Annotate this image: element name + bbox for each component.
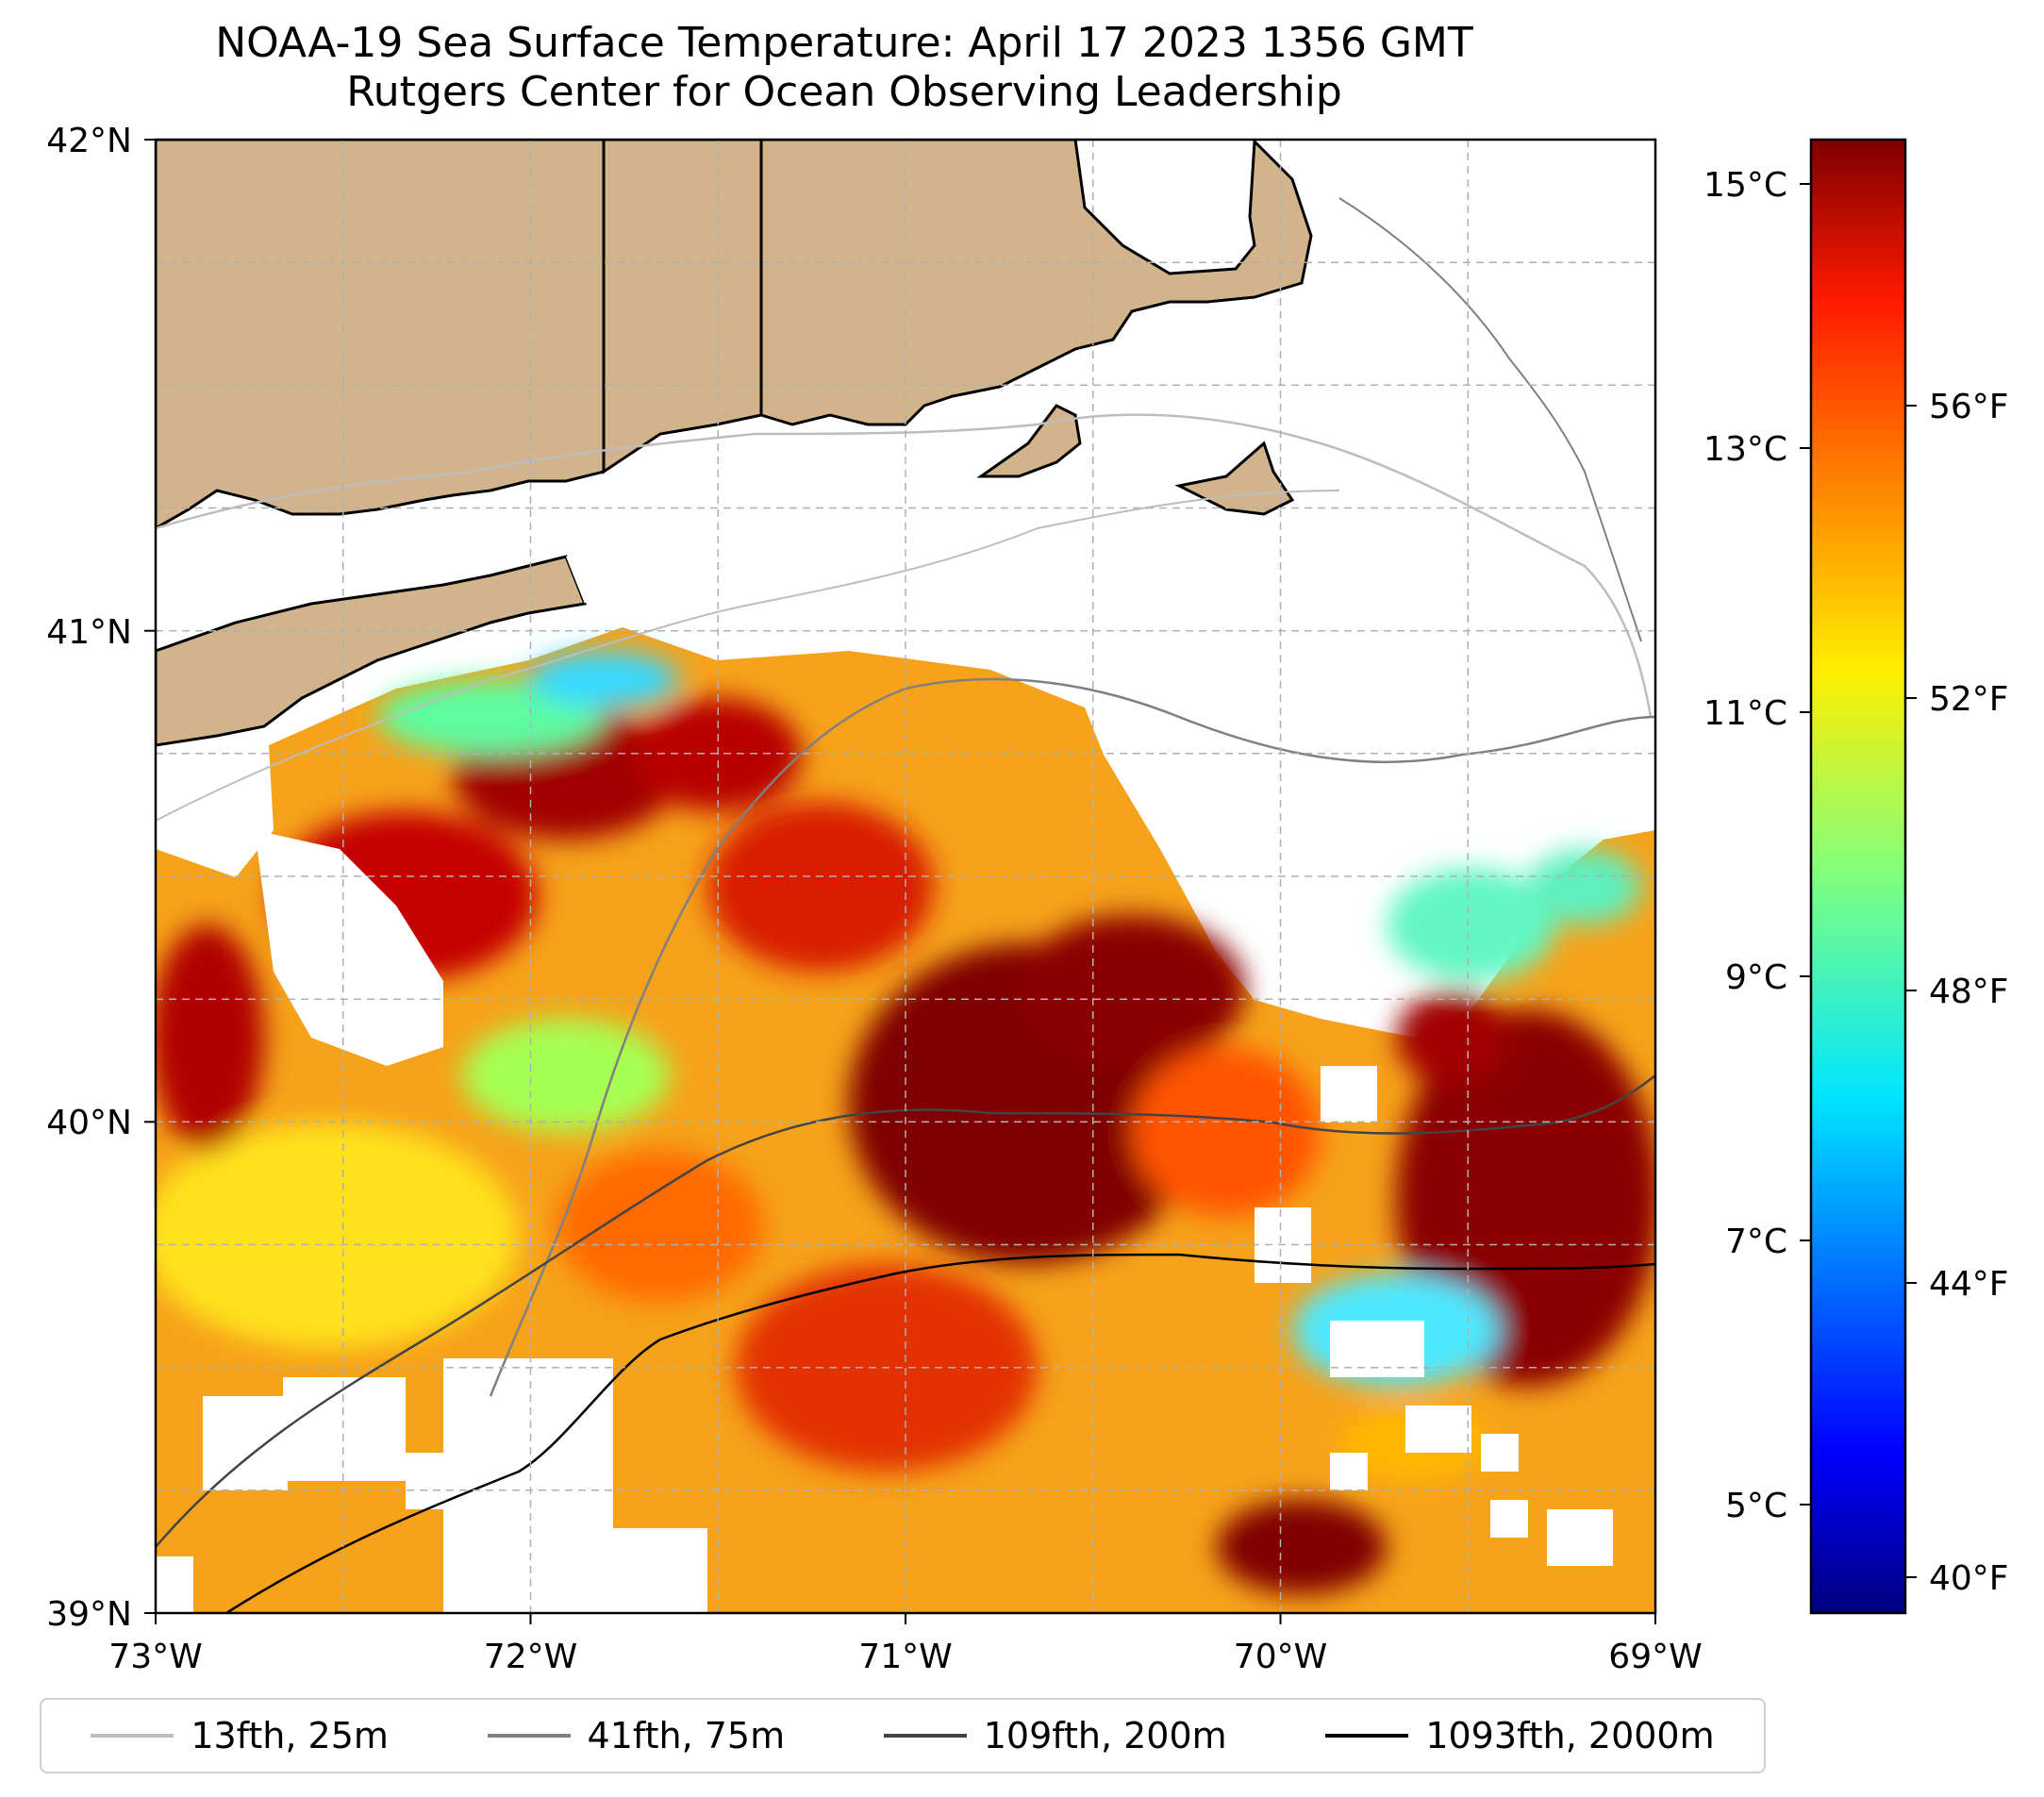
y-tick-label: 42°N	[46, 122, 132, 160]
x-tick-label: 72°W	[484, 1638, 577, 1676]
celsius-tick-label: 13°C	[1703, 430, 1787, 469]
legend-label: 1093fth, 2000m	[1425, 1715, 1715, 1756]
fahrenheit-tick-label: 48°F	[1929, 973, 2009, 1011]
land	[156, 140, 1313, 747]
fahrenheit-tick-label: 44°F	[1929, 1265, 2009, 1304]
axis-ticks	[144, 139, 1656, 1624]
legend-item: 109fth, 200m	[883, 1715, 1227, 1756]
celsius-tick-label: 9°C	[1725, 958, 1787, 997]
chart-title: NOAA-19 Sea Surface Temperature: April 1…	[0, 19, 1688, 117]
map-panel	[156, 140, 1655, 1613]
legend-label: 13fth, 25m	[191, 1715, 389, 1756]
fahrenheit-tick-label: 52°F	[1929, 680, 2009, 719]
legend-item: 41fth, 75m	[487, 1715, 786, 1756]
legend-line-swatch	[487, 1734, 571, 1738]
fahrenheit-tick-label: 40°F	[1929, 1559, 2009, 1598]
x-tick-label: 73°W	[108, 1638, 202, 1676]
y-tick-label: 41°N	[46, 613, 132, 652]
isobaths	[156, 197, 1655, 1613]
legend-line-swatch	[883, 1734, 967, 1738]
title-line-1: NOAA-19 Sea Surface Temperature: April 1…	[215, 19, 1473, 67]
x-tick-label: 69°W	[1608, 1638, 1702, 1676]
y-tick-label: 39°N	[46, 1595, 132, 1634]
celsius-tick-label: 7°C	[1725, 1223, 1787, 1261]
legend-label: 109fth, 200m	[983, 1715, 1227, 1756]
fahrenheit-tick-label: 56°F	[1929, 388, 2009, 426]
celsius-tick-label: 15°C	[1703, 166, 1787, 205]
celsius-tick-label: 11°C	[1703, 694, 1787, 733]
sst-field	[156, 627, 1655, 1613]
legend-item: 13fth, 25m	[91, 1715, 389, 1756]
legend-line-swatch	[91, 1734, 174, 1738]
y-tick-label: 40°N	[46, 1104, 132, 1142]
isobath-legend: 13fth, 25m 41fth, 75m 109fth, 200m 1093f…	[40, 1698, 1766, 1773]
colorbar-ticks	[1800, 183, 1917, 1578]
legend-line-swatch	[1325, 1734, 1409, 1738]
legend-item: 1093fth, 2000m	[1325, 1715, 1715, 1756]
legend-label: 41fth, 75m	[587, 1715, 786, 1756]
colorbar	[1809, 138, 1907, 1615]
x-tick-label: 70°W	[1234, 1638, 1327, 1676]
title-line-2: Rutgers Center for Ocean Observing Leade…	[346, 68, 1342, 116]
x-tick-label: 71°W	[858, 1638, 952, 1676]
celsius-tick-label: 5°C	[1725, 1487, 1787, 1525]
